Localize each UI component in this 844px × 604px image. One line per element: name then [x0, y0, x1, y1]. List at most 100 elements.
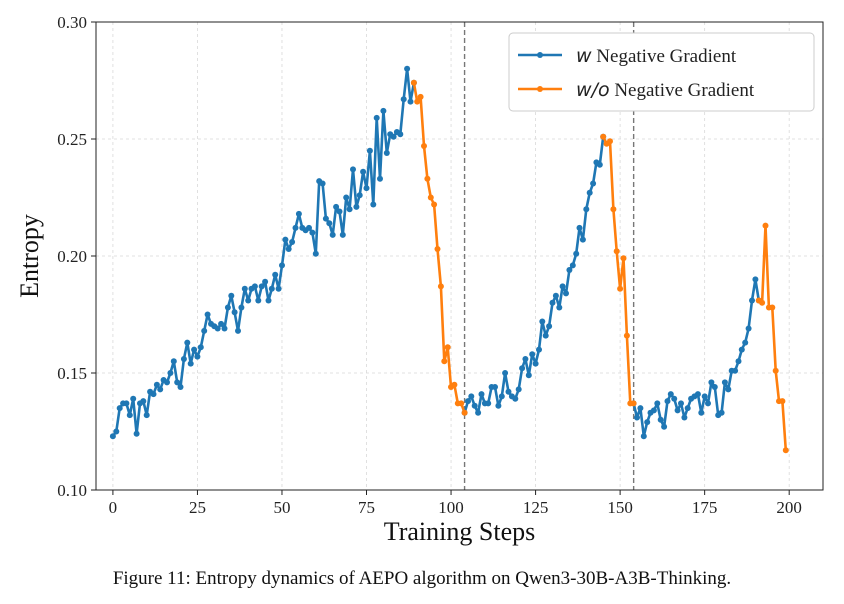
legend-label: w/o Negative Gradient [576, 79, 755, 101]
data-point [782, 447, 789, 454]
data-point [404, 65, 411, 72]
data-point [762, 222, 769, 229]
data-point [732, 367, 739, 374]
data-point [705, 400, 711, 407]
data-point [414, 98, 421, 105]
data-point [241, 285, 248, 292]
data-point [336, 208, 343, 215]
data-point [130, 395, 137, 402]
data-point [326, 220, 333, 227]
data-point [123, 400, 130, 407]
data-point [228, 292, 235, 299]
data-point [441, 358, 448, 365]
data-point [235, 327, 241, 334]
y-tick-label: 0.25 [57, 130, 87, 149]
data-point [610, 206, 617, 213]
data-point [268, 285, 275, 292]
data-point [742, 339, 749, 346]
data-point [164, 379, 170, 386]
entropy-chart: 0 25 50 75 100 125 150 175 200 0.10 0.15 0.20 0.25 0.… [15, 13, 824, 546]
data-point [549, 299, 556, 306]
x-axis-label: Training Steps [384, 517, 535, 546]
data-point [265, 297, 272, 304]
data-point [694, 391, 701, 398]
legend-label: w Negative Gradient [576, 45, 737, 67]
data-point [525, 372, 532, 379]
data-point [390, 133, 397, 140]
data-point [380, 107, 387, 114]
data-point [306, 224, 312, 231]
data-point [177, 384, 184, 390]
data-point [272, 271, 279, 278]
data-point [279, 262, 285, 269]
data-point [684, 405, 691, 412]
data-point [657, 416, 664, 423]
data-point [319, 180, 326, 187]
data-point [295, 210, 302, 217]
data-point [623, 332, 630, 339]
data-point [458, 400, 465, 407]
data-point [251, 283, 258, 290]
series-line-without [758, 224, 788, 451]
data-point [735, 358, 742, 365]
data-point [434, 246, 441, 252]
data-point [738, 346, 745, 353]
data-point [204, 311, 211, 318]
data-point [769, 304, 776, 311]
data-point [285, 246, 292, 252]
data-point [275, 285, 282, 292]
data-point [667, 391, 674, 398]
data-point [451, 381, 458, 388]
data-point [617, 285, 624, 292]
x-tick-label: 200 [776, 498, 802, 517]
data-point [552, 292, 559, 299]
data-point [370, 201, 377, 208]
data-point [224, 304, 231, 311]
data-point [475, 409, 482, 416]
data-point [187, 360, 194, 367]
data-point [214, 325, 221, 332]
data-point [566, 267, 573, 273]
data-point [698, 409, 705, 416]
data-point [752, 276, 759, 283]
data-point [143, 412, 150, 419]
x-tick-label: 0 [109, 498, 118, 517]
data-point [559, 283, 566, 290]
data-point [478, 391, 485, 398]
x-tick-label: 50 [273, 498, 290, 517]
data-point [424, 175, 431, 182]
x-tick-label: 25 [189, 498, 206, 517]
data-point [725, 386, 732, 393]
data-point [674, 407, 681, 414]
data-point [126, 412, 133, 419]
data-point [671, 395, 678, 402]
y-tick-label: 0.30 [57, 13, 87, 32]
data-point [772, 367, 779, 374]
data-point [346, 206, 353, 213]
data-point [579, 236, 586, 243]
data-point [427, 194, 434, 201]
data-point [502, 370, 509, 376]
data-point [292, 224, 299, 231]
series-line-without [602, 136, 634, 405]
data-point [363, 185, 370, 192]
data-point [350, 166, 356, 173]
data-point [519, 365, 526, 372]
data-point [174, 379, 181, 386]
data-point [522, 356, 529, 362]
data-point [116, 405, 123, 412]
data-point [157, 386, 164, 393]
data-point [218, 320, 225, 327]
data-point [140, 398, 147, 405]
x-tick-label: 125 [523, 498, 549, 517]
data-point [461, 409, 468, 416]
data-point [485, 400, 492, 407]
data-point [569, 262, 576, 269]
legend: w Negative Gradient w/o Negative Gradient [508, 32, 815, 112]
data-point [650, 407, 657, 414]
data-point [167, 370, 174, 376]
data-point [329, 231, 336, 238]
data-point [153, 381, 160, 388]
data-point [505, 388, 512, 395]
y-tick-label: 0.15 [57, 364, 87, 383]
